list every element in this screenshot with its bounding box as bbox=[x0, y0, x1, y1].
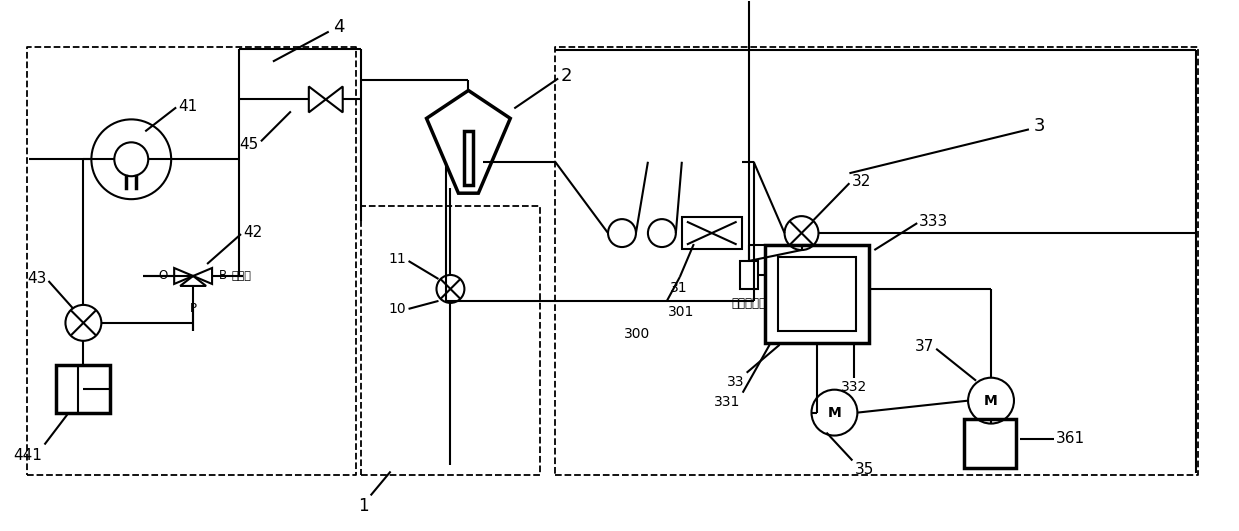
Text: 31: 31 bbox=[670, 281, 688, 295]
Text: 301: 301 bbox=[668, 305, 694, 319]
Text: 361: 361 bbox=[1056, 431, 1085, 446]
Text: 空气过滤器: 空气过滤器 bbox=[731, 297, 766, 310]
Text: 33: 33 bbox=[727, 375, 745, 389]
Text: 3: 3 bbox=[1033, 117, 1046, 135]
Text: 331: 331 bbox=[715, 395, 741, 409]
Text: B: B bbox=[219, 269, 227, 282]
Bar bbox=[57, 365, 110, 413]
Text: 333: 333 bbox=[919, 213, 949, 229]
Text: 4: 4 bbox=[333, 18, 344, 36]
Text: 300: 300 bbox=[623, 327, 650, 341]
Text: O: O bbox=[159, 269, 167, 282]
Text: 10: 10 bbox=[389, 302, 406, 316]
Text: 1: 1 bbox=[358, 498, 369, 516]
Bar bbox=[764, 245, 870, 343]
Bar bbox=[740, 261, 757, 289]
Text: M: M bbox=[984, 393, 997, 408]
Bar bbox=[964, 418, 1016, 468]
Text: 43: 43 bbox=[27, 271, 47, 286]
Text: 332: 332 bbox=[841, 380, 867, 393]
Text: 11: 11 bbox=[389, 252, 406, 266]
Text: 37: 37 bbox=[914, 339, 934, 354]
Text: 2: 2 bbox=[560, 67, 571, 85]
Text: 41: 41 bbox=[178, 99, 197, 114]
Text: 接大气: 接大气 bbox=[230, 271, 250, 281]
Bar bbox=[463, 131, 473, 185]
Text: M: M bbox=[828, 406, 841, 419]
Text: 32: 32 bbox=[851, 174, 871, 189]
Text: 441: 441 bbox=[14, 448, 42, 463]
Text: P: P bbox=[190, 302, 197, 315]
Bar bbox=[681, 217, 742, 249]
Text: 35: 35 bbox=[855, 463, 873, 477]
Text: 42: 42 bbox=[243, 225, 263, 239]
Text: 45: 45 bbox=[239, 137, 259, 152]
Bar bbox=[778, 257, 856, 331]
